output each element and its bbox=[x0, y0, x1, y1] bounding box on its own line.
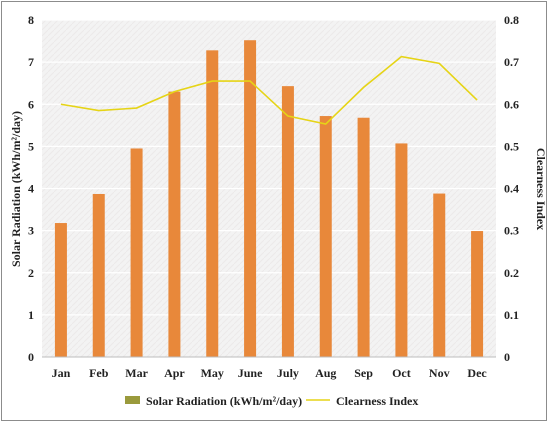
bar-may bbox=[206, 50, 219, 358]
y-right-tick-label: 0.3 bbox=[504, 224, 519, 238]
y-right-tick-label: 0.1 bbox=[504, 308, 519, 322]
y-left-tick-label: 0 bbox=[28, 350, 34, 364]
bar-dec bbox=[471, 231, 484, 357]
y-left-tick-label: 2 bbox=[28, 266, 34, 280]
x-tick-label: May bbox=[201, 366, 224, 380]
y-left-tick-label: 4 bbox=[28, 182, 34, 196]
x-tick-label: Feb bbox=[89, 366, 109, 380]
x-tick-label: July bbox=[277, 366, 299, 380]
y-right-tick-label: 0.6 bbox=[504, 97, 519, 111]
bar-apr bbox=[168, 91, 181, 358]
bar-series bbox=[54, 40, 484, 358]
y-right-tick-label: 0 bbox=[504, 350, 510, 364]
bar-sep bbox=[357, 117, 370, 357]
bar-mar bbox=[130, 148, 143, 357]
x-tick-label: June bbox=[238, 366, 263, 380]
bar-jan bbox=[54, 223, 67, 357]
legend: Solar Radiation (kWh/m²/day) Clearness I… bbox=[125, 394, 418, 408]
x-tick-label: Jan bbox=[52, 366, 71, 380]
legend-line-label: Clearness Index bbox=[336, 394, 418, 408]
y-left-tick-label: 5 bbox=[28, 139, 34, 153]
y-left-tick-label: 7 bbox=[28, 55, 34, 69]
y-right-tick-label: 0.2 bbox=[504, 266, 519, 280]
y-axis-left-title: Solar Radiation (kWh/m²/day) bbox=[9, 111, 23, 267]
gridlines bbox=[42, 19, 496, 316]
y-axis-right-title: Clearness Index bbox=[534, 148, 548, 230]
clearness-index-line bbox=[60, 55, 478, 125]
y-left-tick-label: 1 bbox=[28, 308, 34, 322]
y-right-tick-label: 0.7 bbox=[504, 55, 519, 69]
legend-bar-label: Solar Radiation (kWh/m²/day) bbox=[146, 394, 302, 408]
bar-june bbox=[244, 40, 257, 357]
bar-nov bbox=[433, 193, 446, 357]
bar-oct bbox=[395, 143, 408, 357]
line-series bbox=[60, 55, 478, 125]
y-right-tick-label: 0.4 bbox=[504, 182, 519, 196]
x-tick-label: Mar bbox=[125, 366, 148, 380]
x-axis: Jan Feb Mar Apr May June July Aug Sep Oct Nov Dec bbox=[42, 356, 496, 380]
y-left-tick-label: 6 bbox=[28, 97, 34, 111]
right-axis: 0 0.1 0.2 0.3 0.4 0.5 0.6 0.7 0.8 bbox=[504, 13, 519, 364]
y-left-tick-label: 3 bbox=[28, 224, 34, 238]
x-tick-label: Dec bbox=[467, 366, 487, 380]
x-tick-label: Apr bbox=[164, 366, 185, 380]
bar-feb bbox=[92, 193, 105, 357]
left-axis: 0 1 2 3 4 5 6 7 8 bbox=[28, 13, 34, 364]
x-tick-label: Aug bbox=[315, 366, 336, 380]
y-right-tick-label: 0.5 bbox=[504, 139, 519, 153]
legend-bar-swatch bbox=[125, 396, 140, 404]
y-left-tick-label: 8 bbox=[28, 13, 34, 27]
x-tick-label: Nov bbox=[429, 366, 450, 380]
bar-aug bbox=[319, 116, 332, 357]
bar-july bbox=[281, 86, 294, 357]
x-tick-label: Sep bbox=[354, 366, 373, 380]
x-tick-label: Oct bbox=[392, 366, 411, 380]
y-right-tick-label: 0.8 bbox=[504, 13, 519, 27]
